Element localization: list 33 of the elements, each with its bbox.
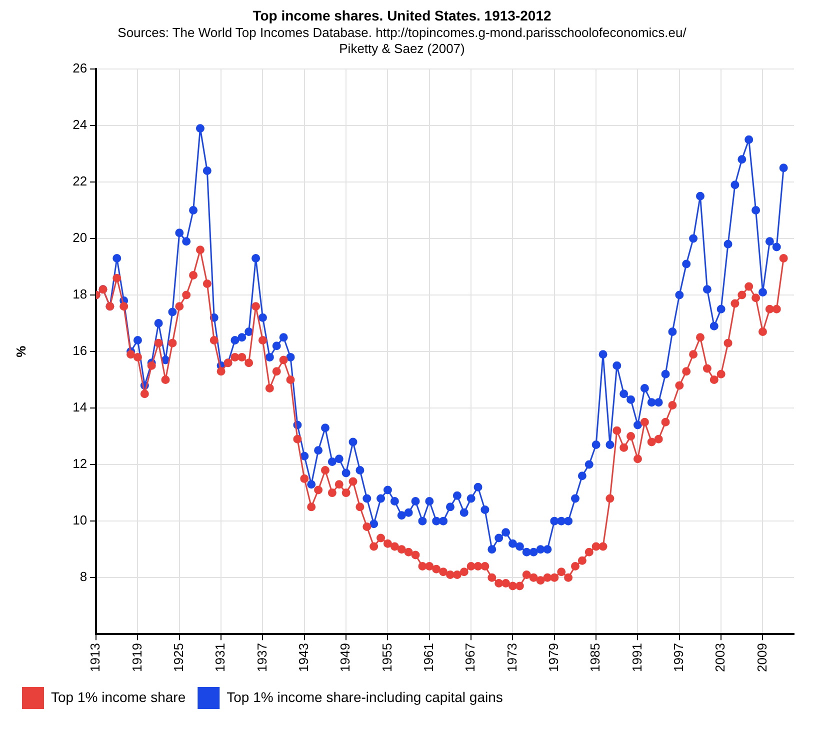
y-tick-label: 22 bbox=[72, 174, 88, 189]
y-tick-label: 8 bbox=[80, 569, 88, 584]
x-tick-label: 1925 bbox=[170, 643, 186, 672]
text: Piketty & Saez (2007) bbox=[339, 40, 465, 56]
x-tick-label: 1985 bbox=[588, 643, 603, 672]
x-tick-label: 1961 bbox=[420, 643, 436, 672]
x-tick-label: 1931 bbox=[212, 643, 228, 672]
chart-subtitle: Sources: The World Top Incomes Database. http://topincomes.g-mond.parisschoolofeconomics.eu/ bbox=[118, 25, 687, 40]
y-tick-label: 10 bbox=[72, 512, 88, 528]
x-tick-label: 1967 bbox=[462, 643, 478, 672]
y-tick-label: 20 bbox=[72, 230, 88, 246]
x-tick-label: 1937 bbox=[254, 643, 270, 672]
y-tick-label: 18 bbox=[72, 286, 88, 302]
x-tick-label: 1949 bbox=[338, 643, 353, 672]
chart-title: Top income shares. United States. 1913-2012 bbox=[252, 7, 552, 24]
x-tick-label: 1991 bbox=[629, 643, 644, 672]
x-tick-label: 2003 bbox=[712, 643, 728, 672]
y-tick-label: 14 bbox=[72, 400, 88, 415]
x-tick-label: 1943 bbox=[296, 643, 311, 672]
y-axis-title: % bbox=[13, 345, 28, 358]
y-tick-label: 16 bbox=[72, 343, 88, 358]
x-tick-label: 1979 bbox=[546, 643, 561, 672]
x-tick-label: 1973 bbox=[504, 643, 520, 672]
y-tick-label: 12 bbox=[72, 456, 88, 472]
x-tick-label: 1955 bbox=[379, 643, 394, 672]
x-tick-label: 1919 bbox=[129, 643, 144, 672]
y-tick-label: 24 bbox=[72, 117, 88, 132]
x-tick-label: 1913 bbox=[88, 643, 103, 672]
x-tick-label: 2009 bbox=[754, 643, 770, 672]
y-tick-label: 26 bbox=[72, 60, 88, 76]
x-tick-label: 1997 bbox=[670, 643, 686, 672]
legend-label: Top 1% income share-including capital gains bbox=[226, 688, 503, 705]
legend-label: Top 1% income share bbox=[51, 688, 186, 705]
